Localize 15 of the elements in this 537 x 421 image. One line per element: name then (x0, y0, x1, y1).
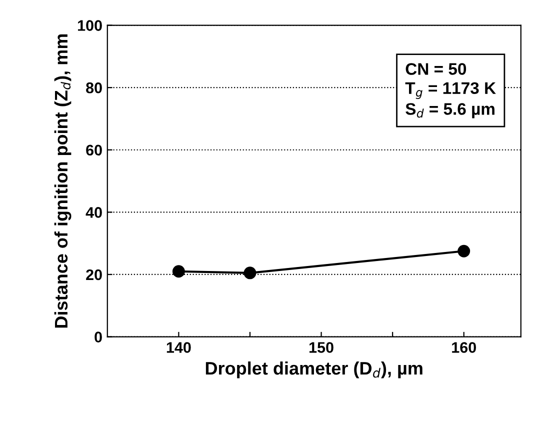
annotation: CN = 50 T$_{g}$ = 1173 K S$_{d}$ = 5.6 µm (405, 63, 496, 118)
y-tick-label: 60 (86, 144, 102, 156)
x-axis-title: Droplet diameter (D$_{d}$), µm (206, 361, 422, 378)
y-tick-label: 100 (78, 20, 102, 31)
y-tick-label: 40 (86, 207, 102, 218)
point (458, 244, 470, 258)
point (244, 266, 256, 280)
y-tick-label: 0 (94, 332, 102, 342)
y-axis-title: Distance of ignition point (Z$_{d}$), mm (54, 34, 72, 328)
x-tick-label: 140 (166, 342, 191, 353)
y-tick-label: 20 (86, 269, 102, 280)
x-tick-label: 150 (309, 342, 334, 353)
x-tick-label: 160 (452, 342, 476, 353)
point (172, 265, 185, 278)
y-tick-label: 80 (86, 82, 102, 94)
